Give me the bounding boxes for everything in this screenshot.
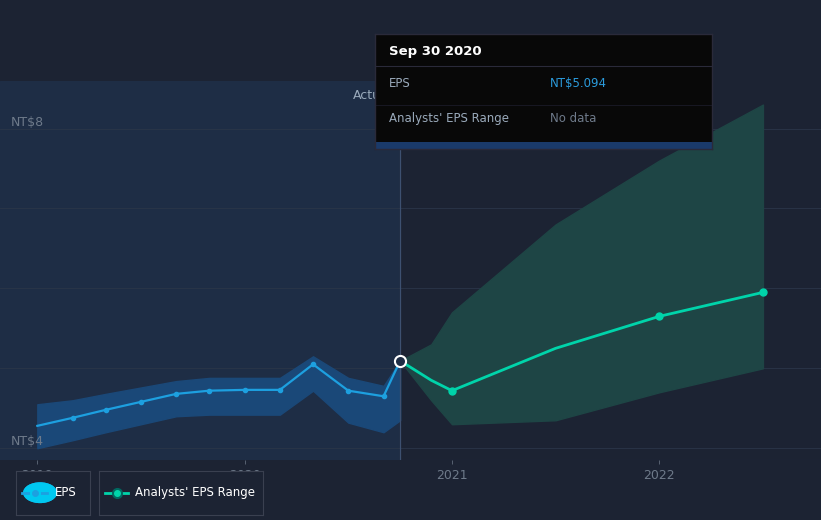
Text: Actual: Actual xyxy=(352,88,392,101)
Text: Analysts' EPS Range: Analysts' EPS Range xyxy=(135,486,255,499)
Text: NT$4: NT$4 xyxy=(11,435,44,448)
Bar xyxy=(375,142,712,149)
Text: NT$8: NT$8 xyxy=(11,115,44,128)
Text: No data: No data xyxy=(550,112,597,125)
Bar xyxy=(0,81,400,460)
Text: EPS: EPS xyxy=(55,486,76,499)
Text: Sep 30 2020: Sep 30 2020 xyxy=(388,45,481,58)
Text: NT$5.094: NT$5.094 xyxy=(550,76,608,89)
Circle shape xyxy=(24,483,57,502)
Circle shape xyxy=(24,483,57,502)
Text: EPS: EPS xyxy=(388,76,410,89)
Text: Analysts' EPS Range: Analysts' EPS Range xyxy=(388,112,509,125)
Bar xyxy=(400,81,821,460)
Text: Analysts Forecasts: Analysts Forecasts xyxy=(408,88,525,101)
